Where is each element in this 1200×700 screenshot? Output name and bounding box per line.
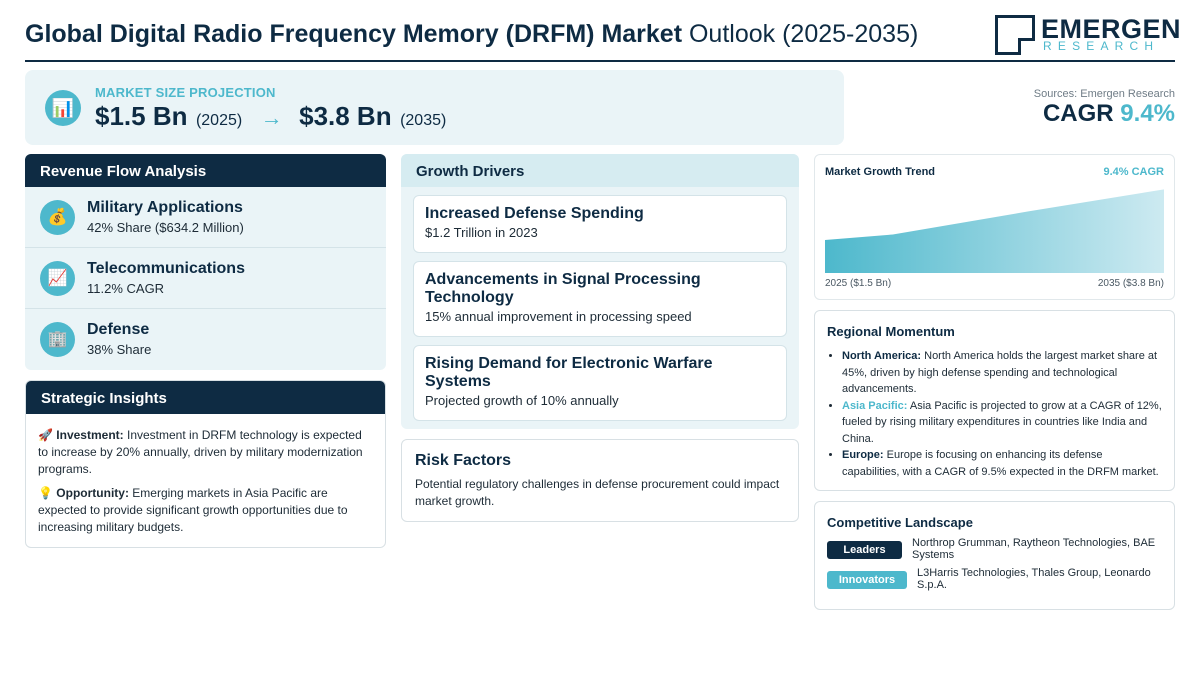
regional-list: North America: North America holds the l… <box>827 348 1162 480</box>
projection-values: $1.5 Bn (2025) → $3.8 Bn (2035) <box>95 101 446 132</box>
logo-name: EMERGEN <box>1041 14 1182 44</box>
insight-text: Emerging markets in Asia Pacific are exp… <box>38 486 348 534</box>
region-text: Europe is focusing on enhancing its defe… <box>842 449 1159 478</box>
projection-start-value: $1.5 Bn <box>95 101 188 131</box>
region-name: Asia Pacific: <box>842 399 908 412</box>
market-growth-trend-panel: Market Growth Trend 9.4% CAGR 2025 ($1.5… <box>814 154 1175 300</box>
growth-drivers-title: Growth Drivers <box>401 154 799 187</box>
trend-end-label: 2035 ($3.8 Bn) <box>1097 278 1164 289</box>
growth-area-series <box>825 189 1164 273</box>
driver-card-electronic-warfare: Rising Demand for Electronic Warfare Sys… <box>413 345 787 421</box>
rocket-icon: 🚀 <box>38 428 53 442</box>
innovators-list: L3Harris Technologies, Thales Group, Leo… <box>917 567 1151 591</box>
trend-cagr: 9.4% CAGR <box>1103 166 1164 178</box>
revenue-item-military: 💰 Military Applications 42% Share ($634.… <box>25 187 386 248</box>
projection-end-value: $3.8 Bn <box>299 101 392 131</box>
revenue-item-defense: 🏢 Defense 38% Share <box>25 309 386 370</box>
cagr-label: CAGR <box>1042 100 1114 127</box>
regional-momentum-title: Regional Momentum <box>827 324 955 339</box>
logo-mark-icon <box>995 15 1035 55</box>
revenue-item-value: 42% Share ($634.2 Million) <box>87 220 244 235</box>
revenue-item-telecommunications: 📈 Telecommunications 11.2% CAGR <box>25 248 386 309</box>
revenue-flow-panel: Revenue Flow Analysis 💰 Military Applica… <box>25 154 386 370</box>
region-name: Europe: <box>842 449 884 461</box>
region-item-asia-pacific: Asia Pacific: Asia Pacific is projected … <box>842 398 1162 448</box>
region-text: Asia Pacific is projected to grow at a C… <box>842 399 1162 445</box>
page-header: Global Digital Radio Frequency Memory (D… <box>25 12 1181 62</box>
driver-title: Increased Defense Spending <box>425 205 644 222</box>
risk-factors-panel: Risk Factors Potential regulatory challe… <box>401 439 799 522</box>
insight-label: Opportunity: <box>56 486 129 500</box>
revenue-item-title: Telecommunications <box>87 260 245 277</box>
emergen-logo: EMERGEN RESEARCH <box>995 14 1181 56</box>
chart-icon: 📊 <box>45 90 81 126</box>
competitive-landscape-title: Competitive Landscape <box>827 515 973 530</box>
page-title: Global Digital Radio Frequency Memory (D… <box>25 20 918 49</box>
region-item-north-america: North America: North America holds the l… <box>842 348 1162 398</box>
driver-card-defense-spending: Increased Defense Spending $1.2 Trillion… <box>413 195 787 253</box>
cagr-value: 9.4% <box>1120 100 1175 127</box>
driver-value: Projected growth of 10% annually <box>425 393 619 408</box>
page-title-period: Outlook (2025-2035) <box>688 20 919 48</box>
innovators-badge: Innovators <box>827 571 907 589</box>
risk-factors-text: Potential regulatory challenges in defen… <box>415 477 780 508</box>
market-size-projection: 📊 MARKET SIZE PROJECTION $1.5 Bn (2025) … <box>25 70 844 145</box>
growth-area-chart <box>825 189 1164 273</box>
projection-start-year: (2025) <box>195 112 243 129</box>
page-title-main: Global Digital Radio Frequency Memory (D… <box>25 20 683 48</box>
regional-momentum-panel: Regional Momentum North America: North A… <box>814 310 1175 491</box>
arrow-right-icon: → <box>260 105 283 130</box>
revenue-flow-title: Revenue Flow Analysis <box>25 154 386 187</box>
insight-label: Investment: <box>56 428 124 442</box>
revenue-item-value: 11.2% CAGR <box>87 281 165 296</box>
region-name: North America: <box>842 350 922 362</box>
insight-opportunity: 💡 Opportunity: Emerging markets in Asia … <box>38 485 373 536</box>
revenue-item-value: 38% Share <box>87 342 152 357</box>
region-item-europe: Europe: Europe is focusing on enhancing … <box>842 447 1162 480</box>
leaders-list: Northrop Grumman, Raytheon Technologies,… <box>912 537 1156 561</box>
cagr-summary: CAGR 9.4% <box>1043 100 1175 128</box>
driver-card-signal-processing: Advancements in Signal Processing Techno… <box>413 261 787 337</box>
trend-title: Market Growth Trend <box>825 166 936 178</box>
sources-note: Sources: Emergen Research <box>1033 88 1175 100</box>
insight-text: Investment in DRFM technology is expecte… <box>38 428 363 476</box>
leaders-badge: Leaders <box>827 541 902 559</box>
insight-investment: 🚀 Investment: Investment in DRFM technol… <box>38 427 373 478</box>
strategic-insights-panel: Strategic Insights 🚀 Investment: Investm… <box>25 380 386 548</box>
driver-title: Rising Demand for Electronic Warfare Sys… <box>425 355 713 390</box>
building-icon: 🏢 <box>40 322 75 357</box>
trend-start-label: 2025 ($1.5 Bn) <box>825 278 892 289</box>
region-text: North America holds the largest market s… <box>842 350 1158 395</box>
driver-title: Advancements in Signal Processing Techno… <box>425 271 701 306</box>
money-bag-icon: 💰 <box>40 200 75 235</box>
projection-label: MARKET SIZE PROJECTION <box>95 85 276 100</box>
projection-end-year: (2035) <box>400 112 447 129</box>
driver-value: $1.2 Trillion in 2023 <box>425 225 538 240</box>
trend-chart-icon: 📈 <box>40 261 75 296</box>
logo-subtitle: RESEARCH <box>1043 39 1160 53</box>
growth-drivers-panel: Growth Drivers Increased Defense Spendin… <box>401 154 799 429</box>
strategic-insights-title: Strategic Insights <box>26 381 385 414</box>
competitive-landscape-panel: Competitive Landscape Leaders Northrop G… <box>814 501 1175 610</box>
lightbulb-icon: 💡 <box>38 486 53 500</box>
revenue-item-title: Defense <box>87 321 150 338</box>
driver-value: 15% annual improvement in processing spe… <box>425 309 692 324</box>
revenue-item-title: Military Applications <box>87 199 243 216</box>
risk-factors-title: Risk Factors <box>415 452 512 469</box>
